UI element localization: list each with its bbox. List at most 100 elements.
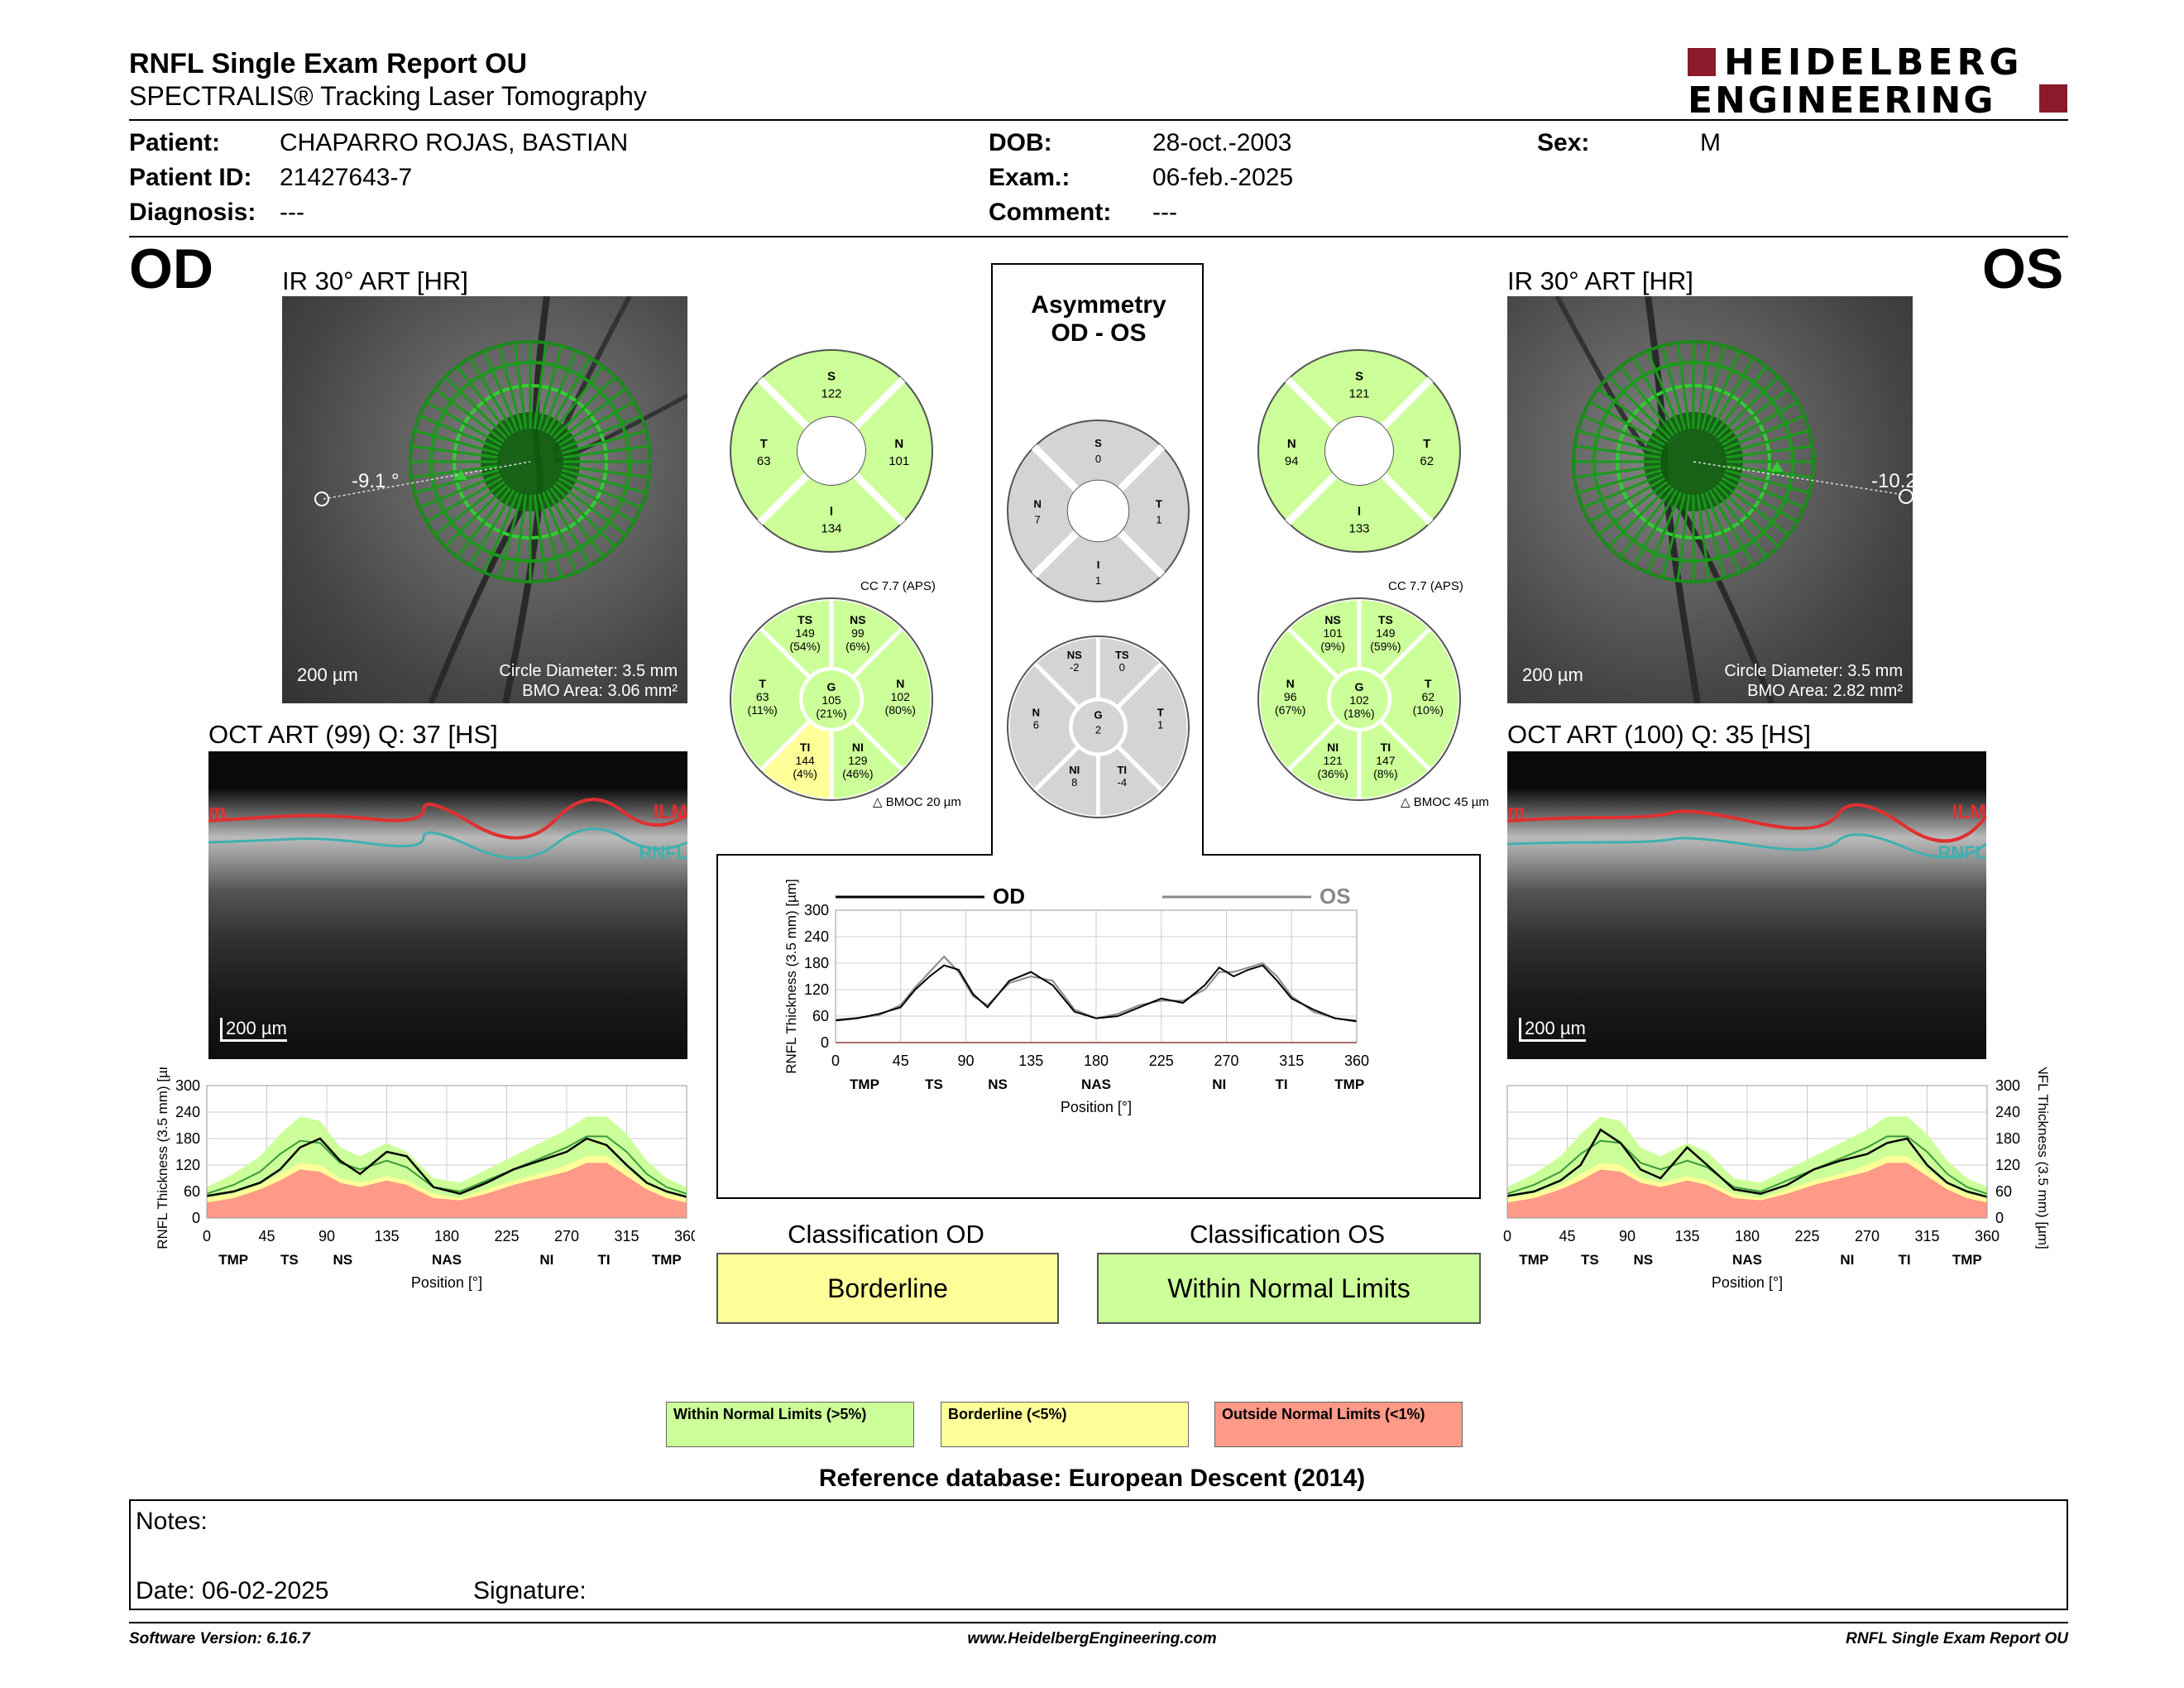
sector-value-ts: 149 <box>795 626 815 640</box>
x-axis-label: Position [°] <box>1712 1274 1783 1291</box>
sector-axis-label: TI <box>1275 1077 1287 1092</box>
sector-axis-label: TS <box>280 1252 299 1268</box>
quadrant-label-i: I <box>1097 559 1100 571</box>
scan-spoke <box>1725 468 1810 494</box>
x-tick-label: 45 <box>1559 1228 1575 1244</box>
quadrant-value-s: 0 <box>1095 453 1101 465</box>
dob-value: 28-oct.-2003 <box>1152 129 1292 156</box>
scan-spoke <box>1716 484 1779 548</box>
scan-spoke <box>555 387 626 443</box>
quadrant-divider <box>1285 472 1338 525</box>
sector-value-ns: 99 <box>851 626 864 640</box>
quadrant-label-t: T <box>1423 437 1430 451</box>
y-tick-label: 180 <box>804 955 829 971</box>
patient-label: Patient: <box>129 129 221 156</box>
sector-label-ns: NS <box>1324 613 1340 626</box>
sector-label-ni: NI <box>1327 741 1339 754</box>
scan-spoke <box>419 472 500 509</box>
sector-label-ti: TI <box>800 741 810 754</box>
os-cc: CC 7.7 (APS) <box>1388 579 1463 593</box>
diagnosis-label: Diagnosis: <box>129 199 256 226</box>
quadrant-label-n: N <box>1287 437 1296 451</box>
scan-spoke <box>1607 484 1671 548</box>
os-classification-title: Classification OS <box>1189 1220 1386 1249</box>
sector-percent-ti: (8%) <box>1373 767 1398 780</box>
sector-percent-ti: (4%) <box>793 767 817 780</box>
sector-label-ts: TS <box>1115 649 1129 661</box>
scan-spoke <box>1646 492 1683 573</box>
scan-spoke <box>1632 357 1679 434</box>
os-ilm-label: ILM <box>1952 801 1986 823</box>
x-tick-label: 180 <box>1735 1228 1760 1244</box>
scan-spoke <box>1716 376 1779 439</box>
scan-spoke <box>1718 387 1789 443</box>
sector-percent-t: (11%) <box>748 703 778 717</box>
x-tick-label: 315 <box>1914 1228 1939 1244</box>
y-tick-label: 60 <box>1995 1183 2012 1200</box>
scan-spoke <box>541 350 577 432</box>
x-tick-label: 135 <box>1674 1228 1699 1244</box>
sector-outline <box>730 597 933 801</box>
sector-axis-label: NAS <box>1081 1077 1111 1092</box>
scan-spoke <box>1632 489 1679 567</box>
sector-label-ns: NS <box>850 613 865 626</box>
sector-value-ti: 147 <box>1376 754 1396 767</box>
comment-label: Comment: <box>989 199 1112 226</box>
quadrant-label-s: S <box>1094 437 1102 449</box>
scan-spoke <box>1708 357 1755 434</box>
os-ir-scale: 200 µm <box>1522 664 1583 685</box>
scan-spoke <box>1718 481 1789 536</box>
os-bmoc-text: BMOC 45 µm <box>1413 795 1489 809</box>
sector-percent-ts: (54%) <box>789 640 820 653</box>
x-tick-label: 180 <box>434 1228 459 1244</box>
quadrant-value-n: 94 <box>1285 454 1299 468</box>
sex-value: M <box>1700 129 1721 156</box>
quadrant-label-i: I <box>1358 505 1361 519</box>
x-axis-label: Position [°] <box>1061 1099 1132 1115</box>
y-tick-label: 180 <box>175 1130 200 1147</box>
notes-box: Notes: Date: 06-02-2025 Signature: <box>129 1499 2068 1610</box>
x-tick-label: 90 <box>957 1053 974 1069</box>
y-tick-label: 0 <box>192 1210 200 1226</box>
notes-label: Notes: <box>136 1508 208 1535</box>
od-classification-title: Classification OD <box>788 1220 984 1249</box>
scan-spoke <box>1721 400 1798 447</box>
scan-spoke <box>1725 429 1810 455</box>
quadrant-value-i: 133 <box>1348 522 1369 536</box>
od-ir-scale: 200 µm <box>297 664 358 685</box>
scan-spoke <box>469 357 515 434</box>
sector-g <box>1327 667 1391 731</box>
sector-percent-ni: (36%) <box>1317 767 1348 780</box>
sector-axis-label: TI <box>1899 1252 1911 1268</box>
sector-value-ni: 8 <box>1071 776 1077 789</box>
report-subtitle: SPECTRALIS® Tracking Laser Tomography <box>129 81 647 111</box>
sector-value-n: 96 <box>1284 690 1297 703</box>
sector-value-t: 63 <box>756 690 769 703</box>
sector-label-ni: NI <box>852 741 864 754</box>
website-link[interactable]: www.HeidelbergEngineering.com <box>967 1630 1217 1647</box>
sector-value-n: 102 <box>891 690 911 703</box>
od-rnfl-label: RNFL <box>639 842 687 863</box>
sector-value-ns: 101 <box>1323 626 1343 640</box>
x-tick-label: 90 <box>318 1228 335 1244</box>
scan-spoke <box>562 468 647 494</box>
y-tick-label: 300 <box>175 1077 200 1094</box>
exam-value: 06-feb.-2025 <box>1152 164 1294 191</box>
sector-percent-ns: (9%) <box>1320 640 1345 653</box>
reference-database: Reference database: European Descent (20… <box>818 1465 1366 1492</box>
od-cc: CC 7.7 (APS) <box>860 579 936 593</box>
y-tick-label: 60 <box>812 1008 829 1024</box>
od-circle-diameter: Circle Diameter: 3.5 mm <box>499 662 678 680</box>
sector-label-g: G <box>1094 709 1102 722</box>
sector-label-t: T <box>1425 677 1432 690</box>
quadrant-value-s: 122 <box>821 386 841 400</box>
dob-label: DOB: <box>989 129 1052 156</box>
od-bmoc-text: BMOC 20 µm <box>885 795 961 809</box>
sector-percent-n: (80%) <box>885 703 916 717</box>
x-tick-label: 45 <box>258 1228 275 1244</box>
scan-spoke <box>560 472 642 509</box>
quadrant-value-t: 63 <box>757 454 771 468</box>
x-tick-label: 0 <box>831 1053 840 1069</box>
signature-label: Signature: <box>473 1577 587 1604</box>
quadrant-center <box>1324 416 1394 486</box>
